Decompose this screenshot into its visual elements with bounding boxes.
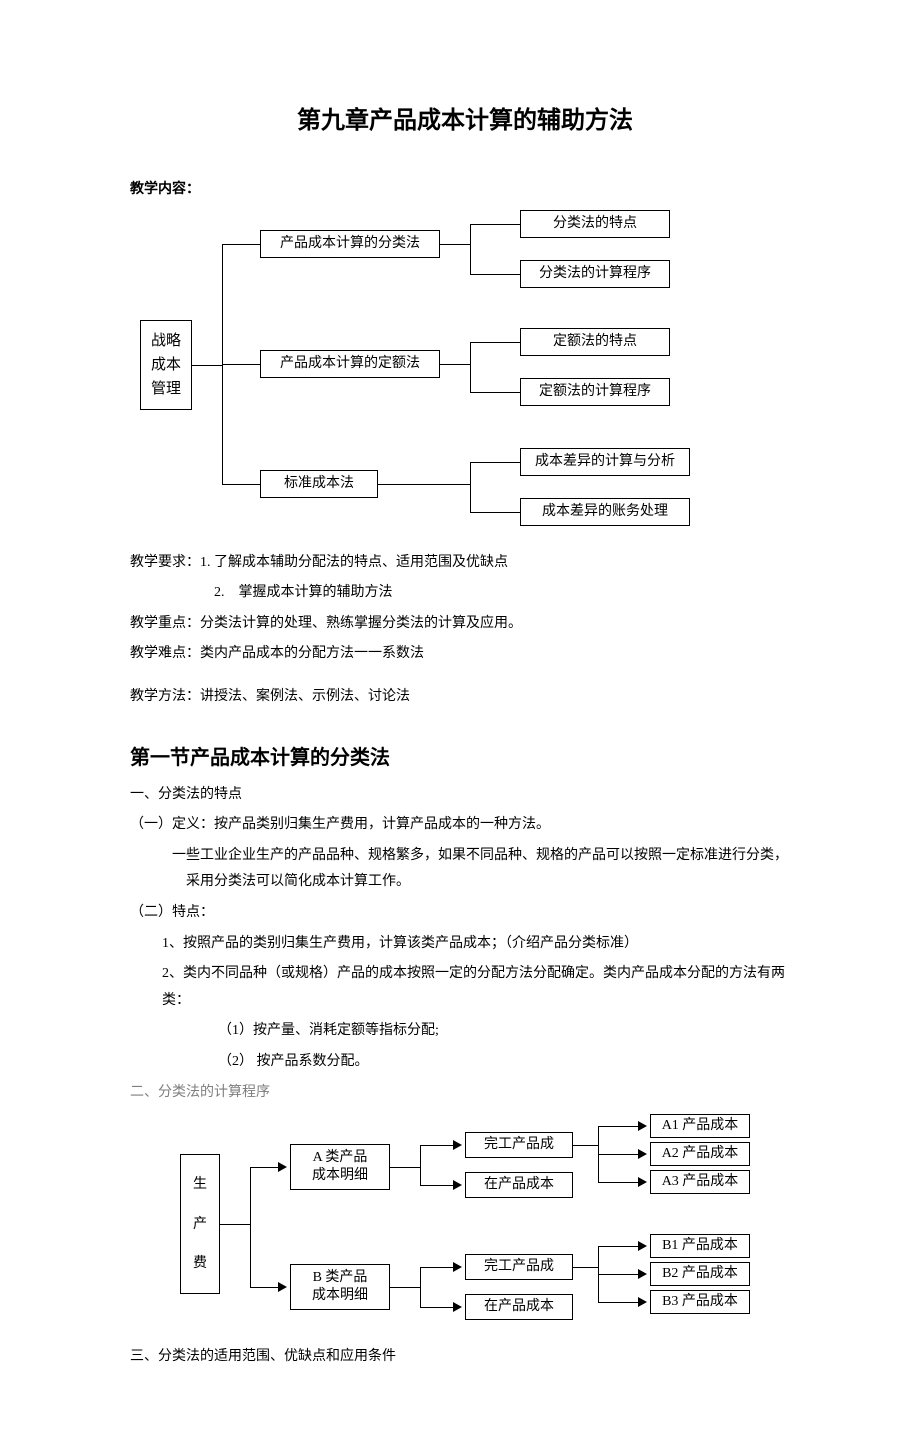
focus-label: 教学重点： bbox=[130, 616, 200, 631]
s1-h3: 三、分类法的适用范围、优缺点和应用条件 bbox=[130, 1344, 800, 1371]
d2-lv2-0: 完工产品成 bbox=[465, 1132, 573, 1158]
req-item-1: 2. 掌握成本计算的辅助方法 bbox=[130, 580, 800, 607]
d2-lv2-1: 在产品成本 bbox=[465, 1172, 573, 1198]
d1-leaf-3: 定额法的计算程序 bbox=[520, 378, 670, 406]
d2-leaf-1: A2 产品成本 bbox=[650, 1142, 750, 1166]
req-item-0: 1. 了解成本辅助分配法的特点、适用范围及优缺点 bbox=[200, 555, 508, 570]
s1-p3: （二）特点： bbox=[130, 900, 800, 927]
method-line: 教学方法：讲授法、案例法、示例法、讨论法 bbox=[130, 684, 800, 711]
diagram-2: 生 产 费 A 类产品 成本明细 B 类产品 成本明细 完工产品成 在产品成本 … bbox=[160, 1114, 800, 1324]
s1-li1: 1、按照产品的类别归集生产费用，计算该类产品成本；（介绍产品分类标准） bbox=[130, 931, 800, 958]
d2-leaf-3: B1 产品成本 bbox=[650, 1234, 750, 1258]
d2-leaf-4: B2 产品成本 bbox=[650, 1262, 750, 1286]
d2-root: 生 产 费 bbox=[180, 1154, 220, 1294]
d2-mid-1: B 类产品 成本明细 bbox=[290, 1264, 390, 1310]
method-label: 教学方法： bbox=[130, 689, 200, 704]
req-label: 教学要求： bbox=[130, 555, 200, 570]
diff-line: 教学难点：类内产品成本的分配方法一一系数法 bbox=[130, 641, 800, 668]
content-label: 教学内容： bbox=[130, 175, 800, 202]
page-title: 第九章产品成本计算的辅助方法 bbox=[130, 100, 800, 135]
s1-sub1: （1）按产量、消耗定额等指标分配; bbox=[130, 1018, 800, 1045]
d1-root: 战略 成本 管理 bbox=[140, 320, 192, 410]
d2-leaf-5: B3 产品成本 bbox=[650, 1290, 750, 1314]
d1-leaf-5: 成本差异的账务处理 bbox=[520, 498, 690, 526]
diff-label: 教学难点： bbox=[130, 646, 200, 661]
s1-h1: 一、分类法的特点 bbox=[130, 782, 800, 809]
section1-title: 第一节产品成本计算的分类法 bbox=[130, 741, 800, 770]
s1-sub2: （2） 按产品系数分配。 bbox=[130, 1049, 800, 1076]
d1-mid-0: 产品成本计算的分类法 bbox=[260, 230, 440, 258]
d1-leaf-1: 分类法的计算程序 bbox=[520, 260, 670, 288]
focus-text: 分类法计算的处理、熟练掌握分类法的计算及应用。 bbox=[200, 616, 522, 631]
s1-p2: 一些工业企业生产的产品品种、规格繁多，如果不同品种、规格的产品可以按照一定标准进… bbox=[144, 843, 800, 896]
d1-leaf-0: 分类法的特点 bbox=[520, 210, 670, 238]
diff-text: 类内产品成本的分配方法一一系数法 bbox=[200, 646, 424, 661]
d1-leaf-2: 定额法的特点 bbox=[520, 328, 670, 356]
method-text: 讲授法、案例法、示例法、讨论法 bbox=[200, 689, 410, 704]
d1-mid-2: 标准成本法 bbox=[260, 470, 378, 498]
d2-mid-0: A 类产品 成本明细 bbox=[290, 1144, 390, 1190]
s1-h2: 二、分类法的计算程序 bbox=[130, 1080, 800, 1107]
focus-line: 教学重点：分类法计算的处理、熟练掌握分类法的计算及应用。 bbox=[130, 611, 800, 638]
s1-p1: （一）定义：按产品类别归集生产费用，计算产品成本的一种方法。 bbox=[130, 812, 800, 839]
req-line-1: 教学要求：1. 了解成本辅助分配法的特点、适用范围及优缺点 bbox=[130, 550, 800, 577]
d1-mid-1: 产品成本计算的定额法 bbox=[260, 350, 440, 378]
d2-leaf-2: A3 产品成本 bbox=[650, 1170, 750, 1194]
d2-leaf-0: A1 产品成本 bbox=[650, 1114, 750, 1138]
d2-lv2-3: 在产品成本 bbox=[465, 1294, 573, 1320]
diagram-1: 战略 成本 管理 产品成本计算的分类法 产品成本计算的定额法 标准成本法 分类法… bbox=[130, 210, 800, 530]
d1-leaf-4: 成本差异的计算与分析 bbox=[520, 448, 690, 476]
s1-li2: 2、类内不同品种（或规格）产品的成本按照一定的分配方法分配确定。类内产品成本分配… bbox=[130, 961, 800, 1014]
d2-lv2-2: 完工产品成 bbox=[465, 1254, 573, 1280]
